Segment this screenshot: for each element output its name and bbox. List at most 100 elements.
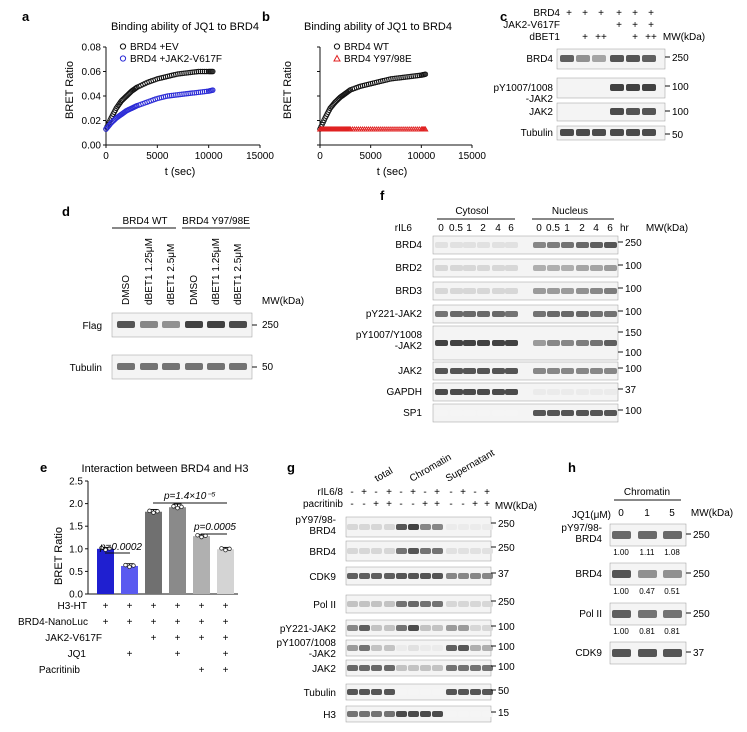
d-mw-header: MW(kDa): [262, 296, 304, 307]
a-point: [195, 68, 202, 75]
e-row-label: JAK2-V617F: [45, 633, 102, 644]
g-band: [458, 689, 469, 695]
f-band: [492, 288, 505, 294]
f-band: [590, 389, 603, 395]
h-band: [663, 610, 682, 618]
a-xtick-label: 5000: [146, 151, 169, 162]
g-cell: -: [461, 499, 464, 510]
f-band: [492, 242, 505, 248]
c-blot-label-2-line-0: JAK2: [529, 107, 553, 118]
g-band: [432, 601, 443, 607]
f-band: [576, 410, 589, 416]
d-blot-0: [111, 312, 253, 338]
a-point: [179, 91, 185, 98]
f-group-label: Nucleus: [552, 206, 588, 217]
f-time: 2: [579, 223, 585, 234]
g-band: [408, 625, 419, 631]
g-band: [384, 689, 395, 695]
g-band: [482, 548, 493, 554]
g-mw-label: 250: [498, 519, 515, 530]
f-blot-label-4-line-0: pY1007/Y1008: [356, 330, 423, 341]
g-band: [458, 711, 469, 717]
a-point: [191, 90, 198, 96]
g-band: [347, 645, 358, 651]
c-cell: +: [616, 8, 622, 19]
c-band: [642, 84, 656, 91]
d-blot-label-1: Tubulin: [70, 363, 102, 374]
h-band: [612, 649, 631, 657]
f-band: [505, 311, 518, 317]
f-band: [576, 242, 589, 248]
a-ytick-label: 0.06: [82, 67, 102, 78]
g-band: [420, 645, 431, 651]
g-blot-label-3-line-0: Pol II: [313, 600, 336, 611]
g-band: [371, 601, 382, 607]
g-band: [446, 711, 457, 717]
e-cell: +: [223, 617, 229, 628]
b-point: [402, 74, 408, 80]
f-mw-label-2: 100: [625, 348, 642, 359]
f-band: [547, 368, 560, 374]
f-band: [435, 410, 448, 416]
e-row-label: JQ1: [68, 649, 87, 660]
panel-b-title: Binding ability of JQ1 to BRD4: [304, 21, 452, 33]
e-ytick-label: 1.5: [69, 522, 83, 533]
g-band: [458, 601, 469, 607]
d-blot-label-0-line-0: Flag: [83, 321, 102, 332]
e-cell: +: [199, 633, 205, 644]
a-point: [193, 68, 200, 75]
c-band: [560, 129, 574, 136]
f-band: [533, 265, 546, 271]
h-band: [612, 610, 631, 618]
f-time-label: rIL6: [395, 223, 413, 234]
h-mw-label: 250: [693, 609, 710, 620]
f-band: [547, 389, 560, 395]
h-mw-label: 37: [693, 648, 705, 659]
f-band: [561, 368, 574, 374]
c-blot-label-1-line-0: pY1007/1008: [493, 83, 553, 94]
f-band: [435, 288, 448, 294]
d-band: [162, 363, 180, 370]
a-point: [175, 92, 181, 98]
c-blot-label-3: Tubulin: [521, 128, 553, 139]
f-time: 1: [466, 223, 472, 234]
f-time: 1: [564, 223, 570, 234]
e-dot: [171, 504, 176, 509]
f-band: [505, 340, 518, 346]
g-blot-label-4-line-0: pY221-JAK2: [280, 624, 337, 635]
g-band: [470, 524, 481, 530]
e-bar: [193, 536, 210, 594]
e-cell: +: [151, 633, 157, 644]
f-blot-1: [432, 258, 619, 278]
g-cell: +: [410, 487, 416, 498]
c-cell: +: [616, 20, 622, 31]
f-time: 6: [607, 223, 613, 234]
g-blot-label-1-line-0: BRD4: [309, 547, 336, 558]
g-blot-label-8-line-0: H3: [323, 710, 336, 721]
c-band: [642, 129, 656, 136]
f-band: [590, 311, 603, 317]
g-group-label: total: [373, 466, 395, 485]
g-blot-label-8: H3: [323, 710, 336, 721]
a-point: [179, 70, 185, 77]
f-time: 0: [438, 223, 444, 234]
f-band: [576, 288, 589, 294]
c-cell: +: [648, 8, 654, 19]
g-band: [446, 625, 457, 631]
d-band: [117, 363, 135, 370]
f-band: [435, 265, 448, 271]
e-bar: [97, 548, 114, 594]
c-cell: +: [582, 32, 588, 43]
f-blot-label-5: JAK2: [398, 366, 422, 377]
g-mw-label: 50: [498, 686, 510, 697]
h-mw-header: MW(kDa): [691, 508, 733, 519]
g-band: [408, 573, 419, 579]
b-point: [414, 72, 421, 79]
g-band: [359, 665, 370, 671]
h-quant: 0.81: [664, 627, 680, 636]
b-point: [406, 73, 412, 80]
c-band: [610, 129, 624, 136]
f-band: [604, 265, 617, 271]
g-band: [396, 645, 407, 651]
panel-a: a Binding ability of JQ1 to BRD4 0 5000 10…: [22, 9, 274, 178]
